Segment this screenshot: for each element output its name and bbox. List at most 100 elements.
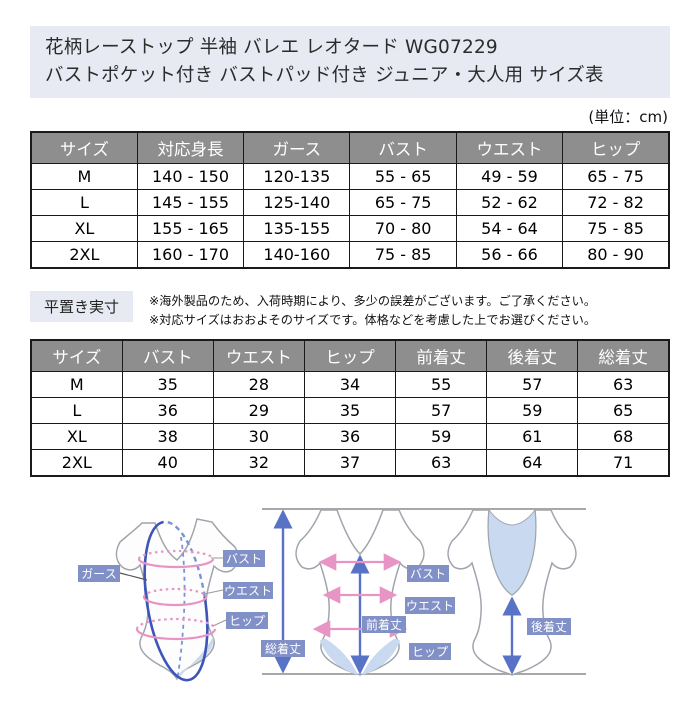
column-header: バスト [121,339,214,372]
flat-measure-label: 平置き実寸 [30,290,134,322]
table-cell: 35 [121,370,214,398]
column-header: 前着丈 [395,339,488,372]
body-size-table-head: サイズ 対応身長 ガース バスト ウエスト ヒップ [30,131,670,164]
table-cell: 55 [395,370,488,398]
back-scoop-fill [487,508,537,596]
product-title-block: 花柄レーストップ 半袖 バレエ レオタード WG07229 バストポケット付き … [30,26,670,98]
table-cell: 61 [486,422,579,450]
product-title-line1: 花柄レーストップ 半袖 バレエ レオタード WG07229 [45,37,498,58]
front-length-label-bg [362,615,406,633]
hip-ellipse-front [135,628,217,640]
table-row: 2XL 160 - 170 140-160 75 - 85 56 - 66 80 - 90 [30,240,670,268]
hip-label-bg [226,611,268,629]
bust-ellipse-back [137,549,215,559]
header-row: サイズ バスト ウエスト ヒップ 前着丈 後着丈 総着丈 [30,339,670,372]
hip-connector-line [212,619,227,626]
garth-label-bg [78,564,120,582]
table-cell: 72 - 82 [562,188,670,216]
bust-label: バスト [410,567,446,581]
table-cell: 32 [212,448,305,477]
waist-connector-line [203,589,224,595]
column-header: ウエスト [212,339,305,372]
table-cell: 40 [121,448,214,477]
garth-center-dashed-line [177,536,186,675]
table-cell: 65 - 75 [562,162,670,190]
hip-label: ヒップ [229,614,265,628]
back-view-labels: 後着丈 [527,617,571,635]
table-cell: 160 - 170 [136,240,245,268]
table-row: 2XL 40 32 37 63 64 71 [30,448,670,477]
table-cell: 63 [395,448,488,477]
front-view-labels: バスト ウエスト ヒップ 前着丈 総着丈 [261,564,455,660]
table-row: M 140 - 150 120-135 55 - 65 49 - 59 65 - 75 [30,162,670,190]
body-size-table: サイズ 対応身長 ガース バスト ウエスト ヒップ M 140 - 150 120-135 55… [30,130,670,269]
table-cell: 140-160 [243,240,351,268]
table-row: XL 155 - 165 135-155 70 - 80 54 - 64 75 - 85 [30,214,670,242]
size-chart-page: 花柄レーストップ 半袖 バレエ レオタード WG07229 バストポケット付き … [30,26,670,477]
garth-loop-front [143,520,209,681]
column-header: ウエスト [455,131,564,164]
table-cell: 125-140 [243,188,351,216]
measure-ellipses [135,549,217,640]
disclaimer-note-2: ※対応サイズはおおよそのサイズです。体格などを考慮した上でお選びください。 [149,313,597,328]
flat-size-table-head: サイズ バスト ウエスト ヒップ 前着丈 後着丈 総着丈 [30,339,670,372]
leotard-front-view: バスト ウエスト ヒップ 前着丈 総着丈 [261,508,455,676]
body-size-table-body: M 140 - 150 120-135 55 - 65 49 - 59 65 - 75 L 1… [30,162,670,268]
garth-label: ガース [81,567,116,581]
table-cell: 70 - 80 [349,214,457,242]
table-cell: 57 [395,396,488,424]
table-cell: 2XL [30,240,138,268]
table-cell: 63 [577,370,670,398]
table-cell: 55 - 65 [349,162,457,190]
table-row: XL 38 30 36 59 61 68 [30,422,670,450]
table-row: L 145 - 155 125-140 65 - 75 52 - 62 72 - 82 [30,188,670,216]
table-cell: 68 [577,422,670,450]
table-cell: 75 - 85 [562,214,670,242]
waist-label: ウエスト [224,584,272,598]
bust-label-bg [223,549,265,567]
flat-size-table-body: M 35 28 34 55 57 63 L 36 29 35 57 59 65 XL 38 30 36 59 61 68… [30,370,670,477]
bust-ellipse-front [137,558,215,568]
table-cell: 135-155 [243,214,351,242]
table-cell: 52 - 62 [455,188,564,216]
table-cell: L [30,396,123,424]
bust-label: バスト [226,552,262,566]
table-cell: 36 [303,422,397,450]
table-cell: 34 [303,370,397,398]
waist-ellipse-front [142,596,208,606]
table-cell: 57 [486,370,579,398]
table-row: L 36 29 35 57 59 65 [30,396,670,424]
table-cell: 65 - 75 [349,188,457,216]
leg-opening-fill [177,634,214,680]
waist-label-bg [405,596,455,614]
waist-label: ウエスト [406,599,454,613]
leotard-outline [115,517,239,681]
leg-opening-fill-left [320,638,358,675]
front-length-label: 前着丈 [366,617,402,632]
column-header: バスト [349,131,457,164]
table-cell: L [30,188,138,216]
table-cell: XL [30,214,138,242]
table-cell: 56 - 66 [455,240,564,268]
table-cell: 28 [212,370,305,398]
back-length-label: 後着丈 [531,619,567,634]
column-header: サイズ [30,131,138,164]
garth-loop [143,520,209,681]
leg-opening-fill-right [362,638,400,675]
table-cell: 59 [486,396,579,424]
measurement-diagram: ガース バスト ウエスト ヒップ バスト ウエスト ヒップ [0,477,700,721]
product-title-line2: バストポケット付き バストパッド付き ジュニア・大人用 サイズ表 [45,64,604,86]
flat-measure-section: 平置き実寸 ※海外製品のため、入荷時期により、多少の誤差がございます。ご了承くだ… [30,290,670,331]
column-header: 対応身長 [136,131,245,164]
total-length-label: 総着丈 [265,641,301,656]
column-header: ヒップ [303,339,397,372]
table-cell: 71 [577,448,670,477]
table-cell: 29 [212,396,305,424]
table-cell: 38 [121,422,214,450]
table-cell: M [30,162,138,190]
unit-note: (単位：cm) [588,107,668,126]
waist-label-bg [223,581,273,599]
bust-label-bg [407,564,449,582]
table-cell: 65 [577,396,670,424]
table-cell: 54 - 64 [455,214,564,242]
